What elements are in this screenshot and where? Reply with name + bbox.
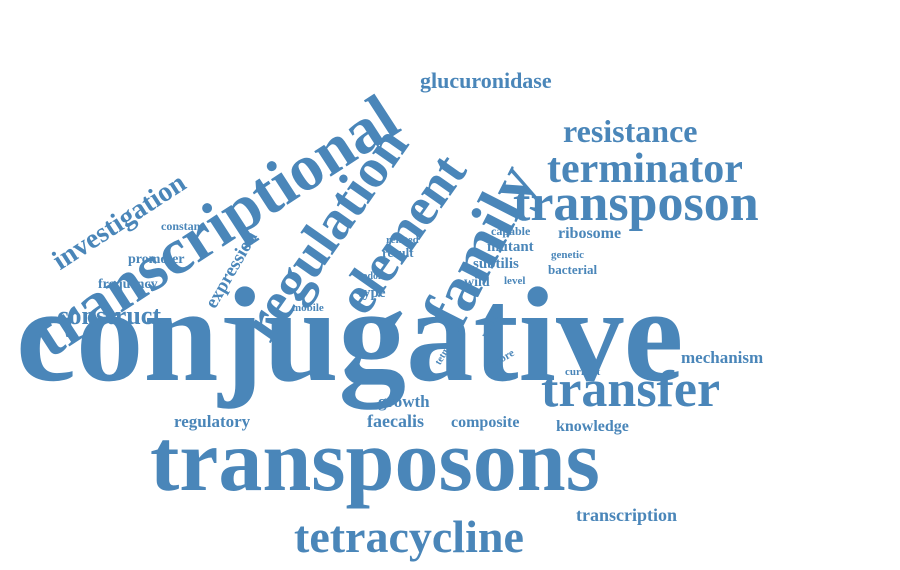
word-glucuronidase: glucuronidase [420, 68, 552, 93]
word-subtilis: subtilis [473, 256, 519, 272]
word-growth: growth [378, 392, 430, 411]
word-current: current [565, 366, 601, 378]
word-transcription: transcription [576, 505, 677, 525]
word-codon: codon [358, 271, 384, 282]
word-promoter: promoter [128, 252, 185, 267]
word-ribosome: ribosome [558, 225, 622, 242]
word-wild: wild [464, 275, 490, 290]
word-result: result [382, 245, 414, 260]
word-mechanism: mechanism [681, 348, 764, 367]
word-mutant: mutant [487, 239, 534, 255]
word-conjugative: conjugative [16, 261, 684, 410]
word-level: level [504, 275, 526, 287]
word-capable: capable [491, 224, 531, 238]
word-mobile: mobile [292, 302, 324, 314]
word-knowledge: knowledge [556, 418, 629, 435]
word-tetracycline: tetracycline [294, 511, 524, 562]
word-transposons: transposons [150, 413, 600, 510]
word-terminator: terminator [547, 146, 743, 192]
word-construct: construct [57, 301, 161, 330]
word-frequency: frequency [98, 277, 158, 292]
word-genetic: genetic [551, 249, 584, 261]
word-faecalis: faecalis [367, 411, 424, 431]
word-related: related [386, 234, 419, 246]
word-resistance: resistance [563, 113, 698, 149]
word-transposon: transposon [513, 175, 759, 232]
word-regulatory: regulatory [174, 412, 251, 431]
word-type: type [358, 285, 386, 301]
word-constant: constant [161, 219, 205, 233]
word-bacterial: bacterial [548, 262, 598, 277]
word-composite: composite [451, 414, 520, 431]
word-transfer: transfer [541, 361, 721, 418]
